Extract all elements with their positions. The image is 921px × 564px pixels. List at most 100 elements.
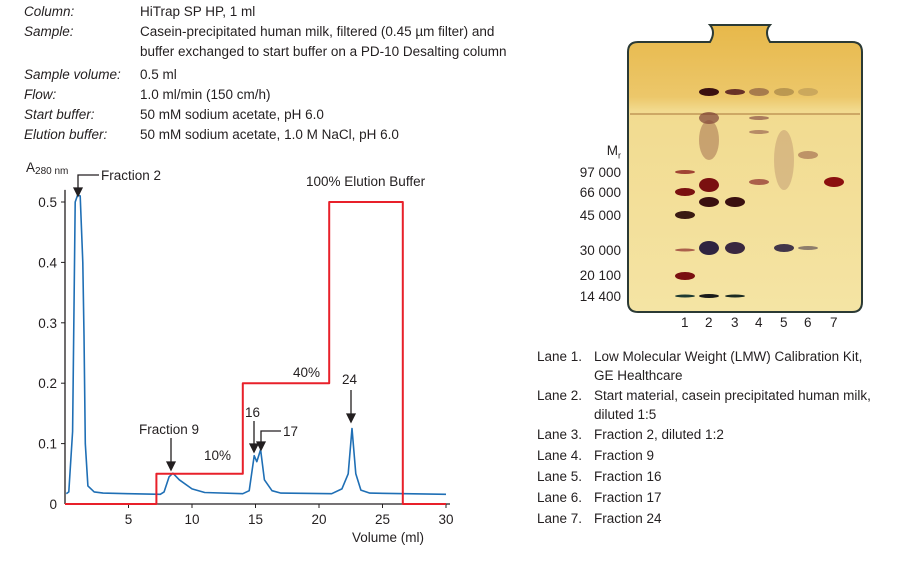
arrowhead bbox=[248, 443, 260, 454]
lane-id: Lane 2. bbox=[537, 388, 583, 403]
gel-bands bbox=[675, 88, 844, 298]
lane-legend: Lane 1. Low Molecular Weight (LMW) Calibr… bbox=[537, 349, 871, 532]
fraction-17-label: 17 bbox=[283, 424, 298, 439]
gel-band bbox=[774, 130, 794, 190]
gel-band bbox=[824, 177, 844, 187]
lane-id: Lane 6. bbox=[537, 490, 583, 505]
gel-band bbox=[774, 244, 794, 252]
method-value: 50 mM sodium acetate, pH 6.0 bbox=[140, 107, 324, 122]
mr-marker: 14 400 bbox=[579, 289, 621, 304]
absorbance-line bbox=[65, 194, 447, 496]
y-tick-label: 0 bbox=[49, 497, 57, 512]
gel-band bbox=[798, 246, 818, 250]
mr-marker: 20 100 bbox=[579, 268, 621, 283]
gel-band bbox=[749, 116, 769, 120]
lane-text-block: Fraction 24 bbox=[594, 511, 662, 527]
gel-band bbox=[749, 179, 769, 185]
gel-band bbox=[725, 294, 745, 298]
lane-text-block: Fraction 16 bbox=[594, 469, 662, 485]
lane-text: Fraction 9 bbox=[594, 448, 655, 463]
fraction-16-label: 16 bbox=[245, 405, 260, 420]
lane-number: 1 bbox=[681, 315, 689, 330]
mr-marker: 66 000 bbox=[579, 185, 621, 200]
lane-legend-item: Lane 2. Start material, casein precipitat… bbox=[537, 388, 871, 423]
gel-band bbox=[675, 248, 695, 252]
lane-text: Fraction 24 bbox=[594, 511, 662, 526]
method-value: HiTrap SP HP, 1 ml bbox=[140, 4, 256, 19]
lane-legend-item: Lane 6. Fraction 17 bbox=[537, 490, 871, 506]
arrowhead bbox=[255, 441, 267, 452]
method-row: Column: HiTrap SP HP, 1 ml bbox=[24, 4, 506, 24]
method-row: Sample volume: 0.5 ml bbox=[24, 67, 506, 87]
arrowhead bbox=[345, 413, 357, 424]
method-row: Flow: 1.0 ml/min (150 cm/h) bbox=[24, 87, 506, 107]
mr-marker: 30 000 bbox=[579, 243, 621, 258]
annotations bbox=[72, 174, 357, 472]
gel-band bbox=[749, 130, 769, 134]
fraction-2-label: Fraction 2 bbox=[101, 168, 161, 183]
mr-marker: 97 000 bbox=[579, 165, 621, 180]
lane-legend-item: Lane 1. Low Molecular Weight (LMW) Calibr… bbox=[537, 349, 871, 384]
method-label: Start buffer: bbox=[24, 107, 95, 122]
y-axis-label-sub: 280 nm bbox=[35, 166, 68, 177]
gel-band bbox=[675, 170, 695, 174]
y-tick-label: 0.5 bbox=[38, 195, 57, 210]
gel-band bbox=[675, 211, 695, 219]
gel-band bbox=[675, 188, 695, 196]
mr-symbol: M bbox=[606, 143, 618, 158]
lane-text: Fraction 16 bbox=[594, 469, 662, 484]
gel-band bbox=[699, 88, 719, 96]
series-group bbox=[65, 194, 447, 505]
x-tick-label: 10 bbox=[184, 512, 199, 527]
step-10-label: 10% bbox=[204, 448, 231, 463]
mr-marker: 45 000 bbox=[579, 208, 621, 223]
method-value: Casein-precipitated human milk, filtered… bbox=[140, 24, 495, 39]
method-row: Elution buffer: 50 mM sodium acetate, 1.0… bbox=[24, 127, 506, 147]
gel-band bbox=[699, 241, 719, 255]
arrowhead bbox=[72, 187, 84, 198]
x-tick-label: 20 bbox=[311, 512, 326, 527]
gel-band bbox=[699, 120, 719, 160]
lane-number: 4 bbox=[755, 315, 763, 330]
step-100-label: 100% Elution Buffer bbox=[306, 174, 426, 189]
gel-band bbox=[725, 89, 745, 95]
y-tick-label: 0.4 bbox=[38, 255, 57, 270]
lane-legend-item: Lane 4. Fraction 9 bbox=[537, 448, 871, 464]
lane-text: GE Healthcare bbox=[594, 368, 683, 383]
arrowhead bbox=[165, 461, 177, 472]
lane-id: Lane 7. bbox=[537, 511, 583, 526]
lane-text-block: Fraction 9 bbox=[594, 448, 654, 464]
method-label: Column: bbox=[24, 4, 75, 19]
lane-legend-item: Lane 3. Fraction 2, diluted 1:2 bbox=[537, 427, 871, 443]
y-tick-label: 0.2 bbox=[38, 376, 57, 391]
gel-band bbox=[774, 88, 794, 96]
lane-number: 6 bbox=[804, 315, 812, 330]
lane-number: 5 bbox=[780, 315, 788, 330]
y-axis-label-main: A bbox=[26, 160, 35, 175]
x-tick-label: 30 bbox=[438, 512, 453, 527]
gel-band bbox=[699, 178, 719, 192]
gel-band bbox=[725, 197, 745, 207]
gel-band bbox=[699, 197, 719, 207]
lane-text: Fraction 2, diluted 1:2 bbox=[594, 427, 724, 442]
fraction-17-arrow bbox=[260, 430, 281, 444]
lane-text: Fraction 17 bbox=[594, 490, 662, 505]
method-value: 0.5 ml bbox=[140, 67, 177, 82]
mr-label: Mr bbox=[551, 143, 621, 161]
lane-id: Lane 5. bbox=[537, 469, 583, 484]
gel-band bbox=[798, 88, 818, 96]
gel-band bbox=[675, 272, 695, 280]
x-axis-label: Volume (ml) bbox=[352, 530, 424, 545]
lane-text: Start material, casein precipitated huma… bbox=[594, 388, 871, 403]
lane-text-block: Fraction 17 bbox=[594, 490, 662, 506]
lane-number: 3 bbox=[731, 315, 739, 330]
lane-number: 7 bbox=[830, 315, 838, 330]
mr-subscript: r bbox=[618, 150, 621, 161]
method-row: Sample: Casein-precipitated human milk, f… bbox=[24, 24, 506, 44]
lane-text-block: Fraction 2, diluted 1:2 bbox=[594, 427, 724, 443]
method-label: Sample volume: bbox=[24, 67, 121, 82]
gel-outline bbox=[627, 24, 863, 313]
method-value: 50 mM sodium acetate, 1.0 M NaCl, pH 6.0 bbox=[140, 127, 399, 142]
method-label: Elution buffer: bbox=[24, 127, 108, 142]
y-tick-label: 0.1 bbox=[38, 437, 57, 452]
